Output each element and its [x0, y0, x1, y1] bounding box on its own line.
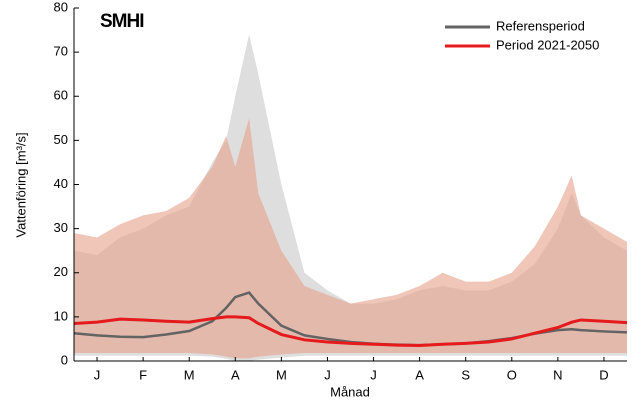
y-tick-label: 70: [54, 44, 68, 59]
x-tick-label: J: [94, 367, 101, 382]
x-tick-label: M: [184, 367, 195, 382]
y-tick-label: 40: [54, 176, 68, 191]
legend-label: Referensperiod: [496, 18, 585, 33]
x-tick-label: D: [599, 367, 608, 382]
y-tick-label: 60: [54, 88, 68, 103]
x-tick-label: S: [461, 367, 470, 382]
y-tick-label: 80: [54, 0, 68, 14]
x-tick-label: J: [370, 367, 377, 382]
legend-label: Period 2021-2050: [496, 37, 599, 52]
x-axis-label: Månad: [330, 384, 370, 399]
y-tick-label: 0: [61, 352, 68, 367]
y-tick-label: 10: [54, 308, 68, 323]
range-band: [74, 118, 627, 359]
x-tick-label: F: [139, 367, 147, 382]
x-tick-label: O: [507, 367, 517, 382]
x-tick-label: M: [276, 367, 287, 382]
series-line: [73, 315, 628, 348]
logo: SMHI: [100, 11, 144, 32]
x-tick-label: A: [415, 367, 424, 382]
x-tick-label: J: [324, 367, 331, 382]
x-tick-label: N: [553, 367, 562, 382]
y-tick-label: 20: [54, 264, 68, 279]
x-tick-label: A: [231, 367, 240, 382]
y-tick-label: 30: [54, 220, 68, 235]
y-tick-label: 50: [54, 132, 68, 147]
y-axis-label: Vattenföring [m³/s]: [13, 132, 28, 237]
